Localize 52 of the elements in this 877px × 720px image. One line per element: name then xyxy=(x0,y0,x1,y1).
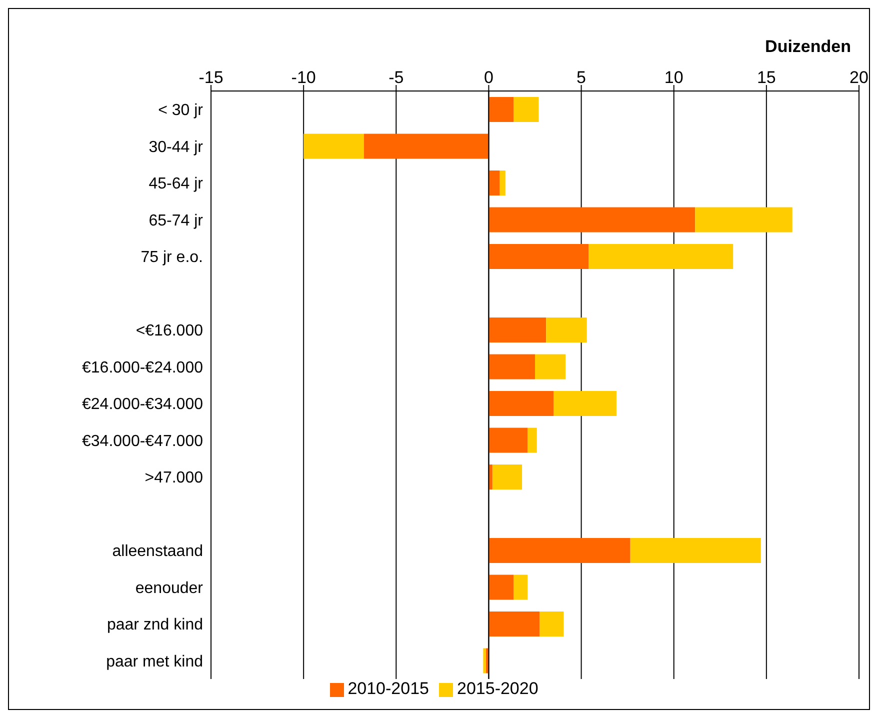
y-tick-label: alleenstaand xyxy=(112,543,203,560)
bar xyxy=(695,207,792,232)
bar xyxy=(535,354,566,380)
bar xyxy=(540,612,564,636)
bar xyxy=(304,134,364,159)
x-tick-label: 10 xyxy=(664,68,684,87)
x-tick-label: 5 xyxy=(576,68,586,87)
bar xyxy=(492,464,522,490)
x-tick-label: -5 xyxy=(388,68,404,87)
bar xyxy=(488,391,554,416)
bar xyxy=(488,428,528,453)
bar xyxy=(488,97,514,122)
bar xyxy=(483,648,486,674)
y-tick-label: 65-74 jr xyxy=(148,212,204,230)
y-tick-label: >47.000 xyxy=(144,470,204,487)
y-tick-label: €24.000-€34.000 xyxy=(82,396,204,414)
bar xyxy=(514,574,528,600)
y-tick-label: 75 jr e.o. xyxy=(140,249,203,266)
bar xyxy=(488,574,514,600)
bar xyxy=(488,244,589,269)
bar xyxy=(588,244,734,269)
y-tick-label: paar met kind xyxy=(106,653,203,670)
bar xyxy=(500,170,506,196)
y-tick-label: < 30 jr xyxy=(158,102,204,120)
bar xyxy=(488,207,696,232)
bar xyxy=(488,170,500,196)
y-tick-label: <€16.000 xyxy=(136,322,204,340)
y-tick-label: €34.000-€47.000 xyxy=(82,432,204,450)
legend-label: 2010-2015 xyxy=(348,679,429,698)
x-tick-label: -10 xyxy=(291,68,316,87)
bar xyxy=(488,538,630,563)
y-tick-label: €16.000-€24.000 xyxy=(82,359,204,376)
bar xyxy=(630,538,761,563)
y-tick-label: eenouder xyxy=(135,580,204,597)
bar xyxy=(488,464,492,490)
bar xyxy=(554,391,616,416)
x-axis-title: Duizenden xyxy=(765,37,851,57)
x-tick-label: 0 xyxy=(484,68,494,87)
x-tick-label: 15 xyxy=(756,68,776,87)
bar xyxy=(364,134,489,159)
bar xyxy=(488,354,535,380)
bar xyxy=(528,428,537,453)
y-tick-label: paar znd kind xyxy=(106,616,203,634)
x-tick-label: -15 xyxy=(198,68,224,87)
bar xyxy=(488,612,540,636)
y-tick-label: 30-44 jr xyxy=(148,138,204,156)
legend-label: 2015-2020 xyxy=(457,679,538,698)
y-tick-label: 45-64 jr xyxy=(148,176,204,193)
bar xyxy=(488,318,546,342)
x-tick-label: 20 xyxy=(850,68,868,87)
bar xyxy=(514,97,539,122)
bar xyxy=(546,318,587,342)
